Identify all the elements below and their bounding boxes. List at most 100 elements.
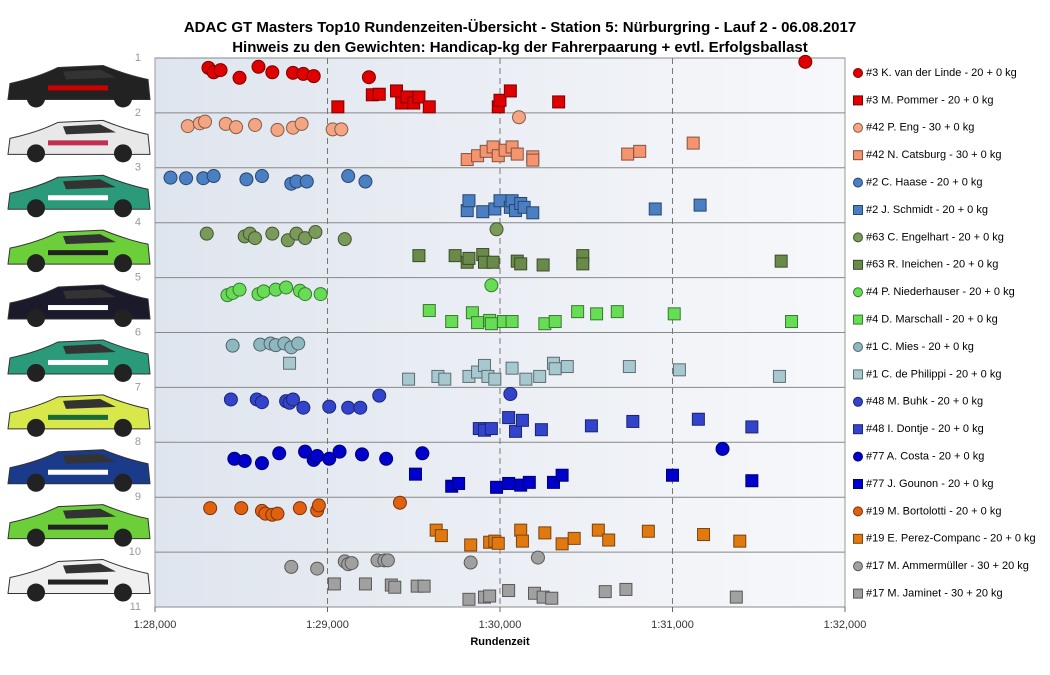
- data-point: [489, 222, 504, 237]
- data-point: [571, 305, 585, 319]
- data-point: [254, 395, 269, 410]
- data-point: [213, 63, 228, 78]
- car-wheel: [114, 363, 132, 382]
- data-point: [798, 54, 813, 69]
- data-point: [515, 534, 529, 548]
- data-point: [283, 356, 297, 370]
- data-point: [693, 198, 707, 212]
- legend-marker: [853, 424, 863, 435]
- data-point: [254, 456, 269, 471]
- legend-marker: [853, 122, 863, 133]
- legend-label: #19 E. Perez-Companc - 20 + 0 kg: [866, 533, 1036, 545]
- data-point: [417, 579, 431, 593]
- data-point: [322, 399, 337, 414]
- data-point: [519, 372, 533, 386]
- legend-label: #77 A. Costa - 20 + 0 kg: [866, 451, 984, 463]
- car-wheel: [27, 199, 45, 218]
- car-body: [7, 339, 151, 375]
- data-point: [298, 231, 313, 246]
- car-wheel: [27, 473, 45, 492]
- data-point: [626, 414, 640, 428]
- data-point: [552, 95, 566, 109]
- data-point: [462, 251, 476, 265]
- data-point: [745, 420, 759, 434]
- data-point: [198, 114, 213, 129]
- y-tick-label: 4: [135, 217, 141, 229]
- legend-marker: [853, 533, 863, 544]
- data-point: [584, 419, 598, 433]
- car-stripe: [48, 469, 108, 475]
- car-wheel: [27, 254, 45, 273]
- car-stripe: [48, 305, 108, 311]
- legend-marker: [853, 232, 863, 243]
- data-point: [239, 172, 254, 187]
- data-point: [483, 589, 497, 603]
- car-body: [7, 119, 151, 155]
- data-point: [199, 226, 214, 241]
- y-tick-label: 3: [135, 162, 141, 174]
- data-point: [270, 122, 285, 137]
- data-point: [412, 249, 426, 263]
- data-point: [310, 561, 325, 576]
- data-point: [232, 282, 247, 297]
- data-point: [591, 523, 605, 537]
- data-point: [548, 362, 562, 376]
- data-point: [522, 475, 536, 489]
- chart-title: ADAC GT Masters Top10 Rundenzeiten-Übers…: [184, 19, 856, 36]
- data-point: [434, 529, 448, 543]
- data-point: [502, 584, 516, 598]
- data-point: [514, 523, 528, 537]
- data-point: [515, 413, 529, 427]
- car-body: [7, 64, 151, 100]
- data-point: [225, 338, 240, 353]
- data-point: [254, 169, 269, 184]
- data-point: [180, 119, 195, 134]
- car-body: [7, 394, 151, 430]
- data-point: [576, 257, 590, 271]
- data-point: [555, 468, 569, 482]
- data-point: [358, 174, 373, 189]
- data-point: [265, 65, 280, 80]
- car-stripe: [48, 359, 108, 365]
- data-point: [322, 451, 337, 466]
- x-tick-label: 1:28,000: [134, 619, 177, 631]
- data-point: [291, 336, 306, 351]
- legend-label: #42 P. Eng - 30 + 0 kg: [866, 122, 974, 134]
- car-wheel: [114, 199, 132, 218]
- car-window: [63, 343, 116, 354]
- legend-label: #77 J. Gounon - 20 + 0 kg: [866, 478, 994, 490]
- car-stripe: [48, 579, 108, 585]
- data-point: [452, 476, 466, 490]
- data-point: [298, 444, 313, 459]
- data-point: [229, 120, 244, 135]
- y-tick-label: 5: [135, 272, 141, 284]
- legend-marker: [853, 259, 863, 270]
- data-point: [464, 538, 478, 552]
- y-tick-label: 2: [135, 107, 141, 119]
- y-tick-label: 6: [135, 326, 141, 338]
- data-point: [265, 226, 280, 241]
- data-point: [248, 231, 263, 246]
- car-body: [7, 449, 151, 485]
- data-point: [299, 174, 314, 189]
- data-point: [621, 147, 635, 161]
- y-tick-label: 1: [135, 52, 141, 64]
- data-point: [462, 194, 476, 208]
- x-tick-label: 1:30,000: [479, 619, 522, 631]
- data-point: [294, 116, 309, 131]
- data-point: [484, 278, 499, 293]
- data-point: [203, 501, 218, 516]
- data-point: [337, 232, 352, 247]
- car-window: [63, 289, 116, 300]
- legend-marker: [853, 588, 863, 599]
- car-stripe: [48, 140, 108, 146]
- car-wheel: [114, 418, 132, 437]
- data-point: [545, 591, 559, 605]
- data-point: [484, 317, 498, 331]
- data-point: [251, 59, 266, 74]
- data-point: [372, 87, 386, 101]
- data-point: [256, 284, 271, 299]
- data-point: [536, 258, 550, 272]
- car-wheel: [114, 583, 132, 602]
